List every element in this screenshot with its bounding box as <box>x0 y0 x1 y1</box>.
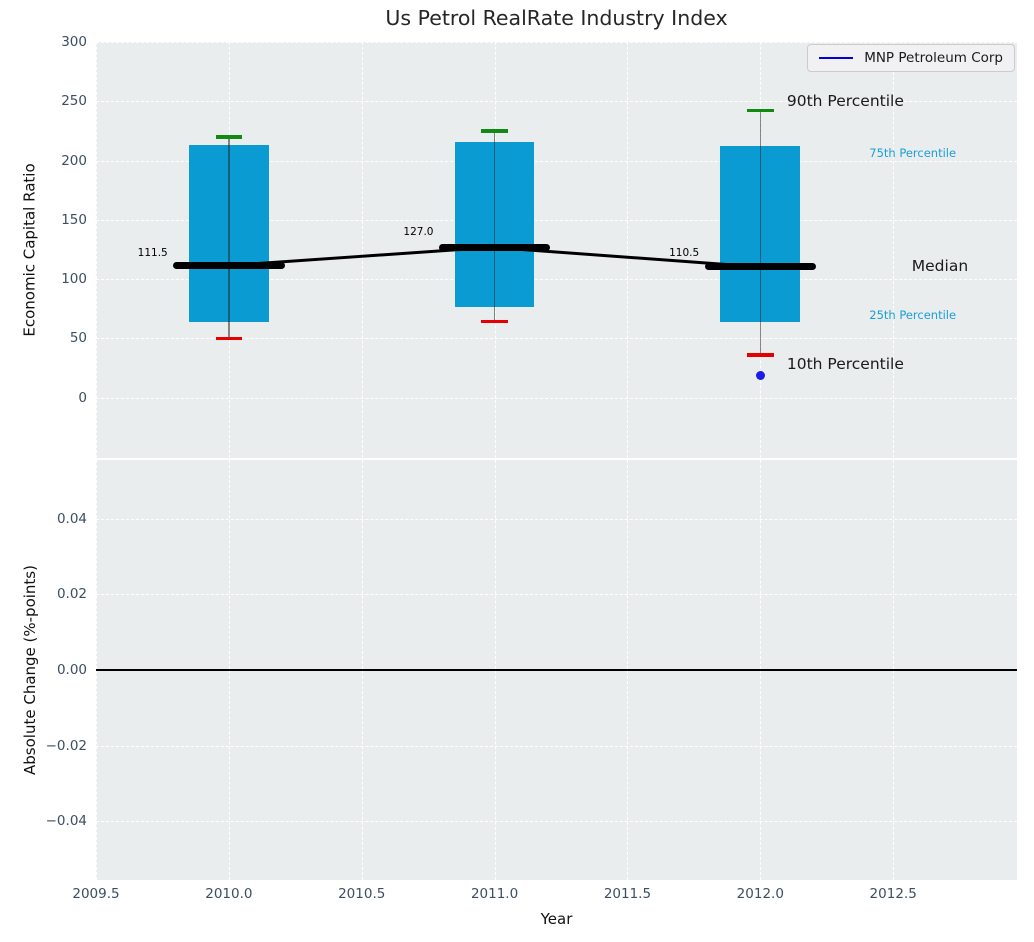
y-axis-label-top: Economic Capital Ratio <box>21 163 40 337</box>
gridline-h <box>96 594 1017 596</box>
x-tick-label: 2012.0 <box>736 886 784 902</box>
median-line-segment <box>704 263 817 271</box>
y-tick-label: 150 <box>61 211 87 228</box>
gridline-h <box>96 338 1017 340</box>
whisker-cap-low <box>215 336 243 341</box>
x-axis-label: Year <box>540 910 573 928</box>
whisker <box>228 136 230 339</box>
gridline-h <box>96 279 1017 281</box>
annotation-median: Median <box>911 257 969 275</box>
gridline-h <box>96 821 1017 823</box>
y-axis-label-bottom: Absolute Change (%-points) <box>21 565 39 775</box>
annotation-25th-percentile: 25th Percentile <box>869 307 957 322</box>
median-line-segment <box>173 261 285 269</box>
gridline-h <box>96 101 1017 103</box>
x-tick-label: 2009.5 <box>72 886 120 902</box>
y-tick-label: 100 <box>61 271 87 288</box>
whisker-cap-low <box>747 353 774 357</box>
legend-line-icon <box>819 57 854 59</box>
whisker <box>759 110 762 355</box>
legend-label: MNP Petroleum Corp <box>864 50 1003 66</box>
zero-line <box>96 668 1017 672</box>
y-tick-label: 300 <box>61 34 87 50</box>
gridline-h <box>96 518 1017 520</box>
gridline-h <box>96 219 1017 221</box>
y-tick-label: 0.00 <box>56 662 87 678</box>
bottom-axes-panel <box>96 460 1017 880</box>
whisker-cap-high <box>215 135 243 139</box>
legend[interactable]: MNP Petroleum Corp <box>807 44 1015 72</box>
gridline-h <box>96 160 1017 162</box>
whisker <box>493 130 496 322</box>
x-tick-label: 2010.5 <box>338 886 386 902</box>
annotation-10th-percentile: 10th Percentile <box>786 355 904 374</box>
whisker-cap-high <box>747 108 774 113</box>
y-tick-label: 50 <box>69 330 87 347</box>
gridline-v <box>361 42 363 458</box>
gridline-h <box>96 397 1017 399</box>
annotation-75th-percentile: 75th Percentile <box>869 146 957 161</box>
annotation-90th-percentile: 90th Percentile <box>786 92 904 111</box>
y-tick-label: 0.02 <box>56 586 87 603</box>
x-tick-label: 2010.0 <box>205 886 253 902</box>
whisker-cap-high <box>481 129 508 133</box>
y-tick-label: 0.04 <box>56 510 87 527</box>
gridline-h <box>96 42 1017 43</box>
gridline-h <box>96 745 1017 747</box>
outlier-point <box>755 370 765 380</box>
whisker-cap-low <box>481 319 508 324</box>
median-value-label: 127.0 <box>403 225 434 238</box>
median-line-segment <box>438 243 551 251</box>
y-tick-label: 250 <box>61 93 87 110</box>
y-tick-label: −0.02 <box>45 737 87 754</box>
gridline-v <box>96 42 97 458</box>
gridline-v <box>627 42 629 458</box>
x-tick-label: 2011.0 <box>470 886 519 902</box>
median-value-label: 110.5 <box>669 246 700 259</box>
y-tick-label: 0 <box>78 389 87 406</box>
x-tick-label: 2011.5 <box>603 886 652 902</box>
chart-title: Us Petrol RealRate Industry Index <box>385 6 728 30</box>
y-axis-label-top-wrap: Economic Capital Ratio <box>4 42 56 458</box>
y-tick-label: −0.04 <box>45 813 87 830</box>
gridline-v <box>893 42 895 458</box>
x-tick-label: 2012.5 <box>869 886 917 902</box>
top-axes-panel: MNP Petroleum Corp 111.5 127.0 110.5 90th P… <box>96 42 1017 458</box>
y-tick-label: 200 <box>61 152 87 169</box>
median-value-label: 111.5 <box>137 246 168 259</box>
